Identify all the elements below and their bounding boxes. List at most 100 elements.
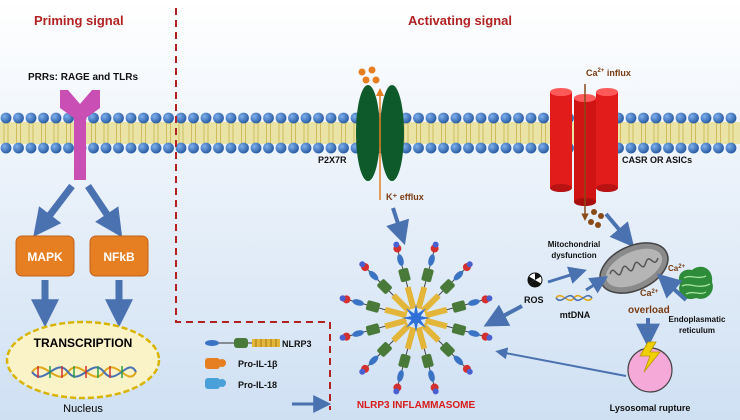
membrane-bead xyxy=(488,142,499,154)
ca-dots-icon xyxy=(588,209,604,228)
membrane-bead xyxy=(113,112,124,124)
membrane-bead xyxy=(100,142,112,154)
membrane-bead xyxy=(675,142,687,154)
membrane-bead xyxy=(713,142,724,154)
membrane-bead xyxy=(125,112,137,124)
membrane-bead xyxy=(250,142,262,154)
inflammasome-arm xyxy=(424,317,493,341)
k-efflux-label: K⁺ efflux xyxy=(386,192,424,202)
membrane-bead xyxy=(463,112,474,124)
membrane-bead xyxy=(263,142,274,154)
membrane-bead xyxy=(150,142,162,154)
membrane-bead xyxy=(450,112,462,124)
nlrp3-legend-icon xyxy=(205,338,280,348)
transcription-label: TRANSCRIPTION xyxy=(34,336,133,350)
membrane-bead xyxy=(125,142,137,154)
membrane-bead xyxy=(688,112,699,124)
membrane-bead xyxy=(213,112,224,124)
membrane-bead xyxy=(225,112,237,124)
membrane-bead xyxy=(188,112,199,124)
membrane-bead xyxy=(13,112,24,124)
arrow-er-to-mito xyxy=(656,273,688,302)
lysosome-icon xyxy=(627,341,673,393)
inflammasome-arm xyxy=(339,317,408,341)
membrane-bead xyxy=(213,142,224,154)
membrane-bead xyxy=(88,112,99,124)
membrane-bead xyxy=(713,112,724,124)
membrane-bead xyxy=(475,142,487,154)
membrane-bead xyxy=(688,142,699,154)
er-label-line1: Endoplasmatic xyxy=(669,315,726,324)
inflammasome-arm xyxy=(415,326,439,395)
ca-overload-ion-label: Ca2+ xyxy=(640,288,659,298)
membrane-bead xyxy=(0,142,12,154)
arrow-ros-to-inflammasome xyxy=(483,304,523,327)
membrane-bead xyxy=(538,142,549,154)
mapk-label: MAPK xyxy=(27,250,63,264)
membrane-bead xyxy=(313,112,324,124)
legend-pro-il1b-label: Pro-IL-1β xyxy=(238,359,278,369)
membrane-bead xyxy=(0,112,12,124)
arrow-prr-to-mapk xyxy=(33,183,75,237)
membrane-bead xyxy=(413,142,424,154)
membrane-bead xyxy=(500,142,512,154)
membrane-bead xyxy=(150,112,162,124)
membrane-bead xyxy=(663,142,674,154)
p2x7r-channel-icon xyxy=(356,85,404,181)
mtdna-label: mtDNA xyxy=(560,310,591,320)
p2x7r-label: P2X7R xyxy=(318,155,347,165)
lysosomal-rupture-label: Lysosomal rupture xyxy=(610,403,691,413)
prrs-label: PRRs: RAGE and TLRs xyxy=(28,72,138,83)
membrane-bead xyxy=(638,112,649,124)
nlrp3-inflammasome-icon xyxy=(339,241,493,395)
membrane-bead xyxy=(313,142,324,154)
membrane-bead xyxy=(638,142,649,154)
membrane-bead xyxy=(50,142,62,154)
overload-label: overload xyxy=(628,305,670,316)
membrane-bead xyxy=(413,112,424,124)
membrane-bead xyxy=(38,142,49,154)
membrane-bead xyxy=(650,112,662,124)
membrane-bead xyxy=(188,142,199,154)
pro-il1b-legend-icon xyxy=(205,358,226,369)
membrane-bead xyxy=(663,112,674,124)
membrane-bead xyxy=(700,142,712,154)
membrane-bead xyxy=(50,112,62,124)
legend-nlrp3-label: NLRP3 xyxy=(282,339,312,349)
dna-helix-icon xyxy=(31,366,137,378)
membrane-bead xyxy=(488,112,499,124)
membrane-bead xyxy=(238,112,249,124)
ca-influx-label: Ca2+ influx xyxy=(586,68,631,78)
mito-label-line2: dysfunction xyxy=(551,251,596,260)
membrane-bead xyxy=(175,142,187,154)
membrane-bead xyxy=(225,142,237,154)
membrane-bead xyxy=(300,112,312,124)
arrow-lysosome-to-inflammasome xyxy=(495,347,627,377)
membrane-bead xyxy=(725,112,737,124)
membrane-bead xyxy=(88,142,99,154)
membrane-bead xyxy=(13,142,24,154)
membrane-bead xyxy=(525,142,537,154)
membrane-bead xyxy=(288,142,299,154)
nfkb-box xyxy=(89,235,149,277)
membrane-bead xyxy=(650,142,662,154)
membrane-bead xyxy=(338,112,349,124)
membrane-bead xyxy=(525,112,537,124)
membrane-bead xyxy=(250,112,262,124)
inflammasome-arm xyxy=(415,241,439,310)
membrane-bead xyxy=(238,142,249,154)
membrane-bead xyxy=(138,112,149,124)
inflammasome-label: NLRP3 INFLAMMASOME xyxy=(357,400,476,411)
legend-pro-il18-label: Pro-IL-18 xyxy=(238,380,277,390)
activating-signal-heading: Activating signal xyxy=(408,13,512,28)
membrane-bead xyxy=(538,112,549,124)
membrane-bead xyxy=(113,142,124,154)
inflammasome-arm xyxy=(339,295,408,319)
arrow-ros-from-mito xyxy=(547,266,587,284)
membrane-bead xyxy=(275,142,287,154)
mapk-box xyxy=(15,235,75,277)
ros-radiation-icon xyxy=(527,272,543,288)
membrane-bead xyxy=(700,112,712,124)
membrane-bead xyxy=(625,142,637,154)
